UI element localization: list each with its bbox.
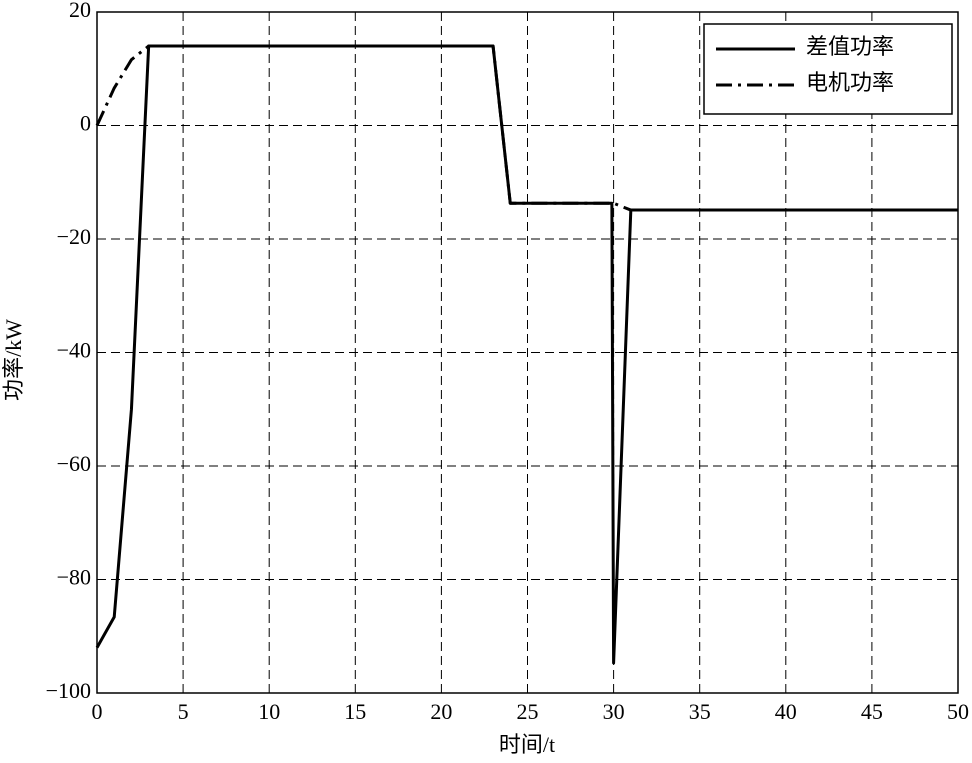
y-tick-label: −60: [57, 451, 91, 476]
y-tick-label: −80: [57, 565, 91, 590]
x-tick-label: 0: [92, 699, 103, 724]
y-tick-label: −20: [57, 224, 91, 249]
x-tick-label: 5: [178, 699, 189, 724]
y-tick-label: −100: [46, 678, 91, 703]
plot-frame: [96, 11, 959, 694]
legend-box: [703, 23, 953, 115]
x-tick-label: 15: [344, 699, 366, 724]
data-line: [95, 44, 958, 212]
legend-label: 差值功率: [806, 34, 894, 59]
x-tick-label: 10: [258, 699, 280, 724]
x-tick-label: 50: [947, 699, 969, 724]
legend-label: 电机功率: [806, 70, 894, 95]
x-axis-label: 时间/t: [499, 732, 555, 757]
x-tick-label: 30: [603, 699, 625, 724]
y-tick-label: −40: [57, 338, 91, 363]
x-tick-label: 40: [775, 699, 797, 724]
x-tick-label: 45: [861, 699, 883, 724]
y-tick-label: 20: [69, 0, 91, 22]
x-tick-label: 25: [517, 699, 539, 724]
y-tick-label: 0: [80, 111, 91, 136]
y-axis-label: 功率/kW: [1, 319, 26, 401]
x-tick-label: 20: [430, 699, 452, 724]
x-tick-label: 35: [689, 699, 711, 724]
